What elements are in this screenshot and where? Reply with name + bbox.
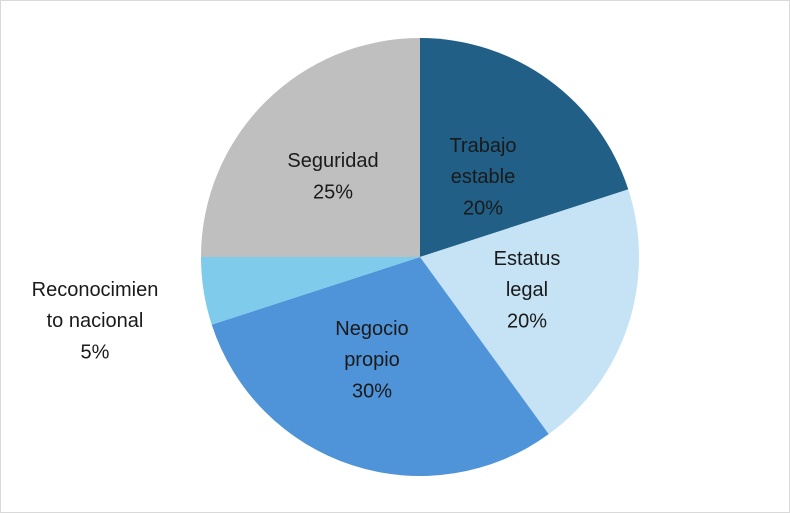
pie-slice [201, 257, 420, 325]
slice-label: Reconocimien to nacional [32, 279, 159, 332]
slice-label: Estatus legal [494, 248, 561, 301]
slice-value-label: 25% [313, 181, 353, 203]
slice-value-label: 20% [507, 310, 547, 332]
pie-slice [420, 189, 639, 435]
slice-value-label: 5% [81, 341, 110, 363]
pie-slice [211, 257, 549, 476]
slice-value-label: 20% [463, 197, 503, 219]
pie-slice [420, 38, 629, 257]
slice-label: Seguridad [287, 150, 378, 172]
slice-label: Trabajo estable [449, 135, 516, 188]
pie-slice [201, 38, 420, 257]
slice-value-label: 30% [352, 380, 392, 402]
slice-label: Negocio propio [335, 318, 408, 371]
